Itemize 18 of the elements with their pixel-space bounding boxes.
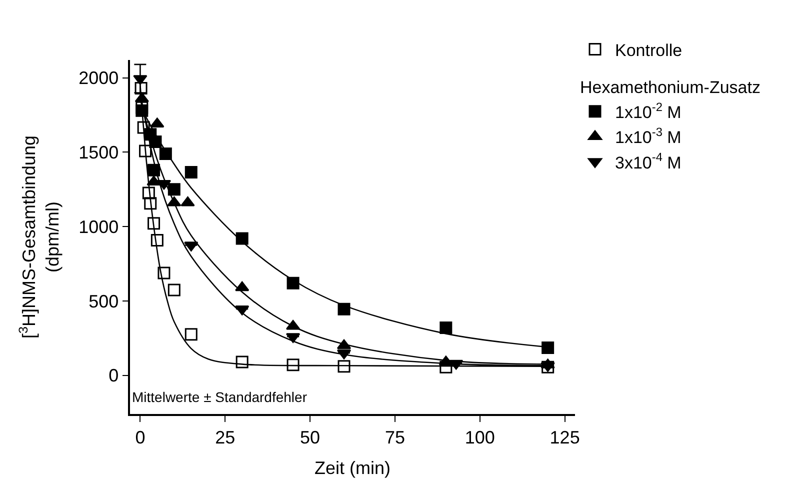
legend-title: Hexamethonium-Zusatz	[580, 78, 760, 97]
legend-label: Kontrolle	[615, 40, 682, 60]
y-tick-label: 1500	[78, 142, 119, 163]
y-tick-label: 1000	[78, 216, 119, 237]
x-tick-label: 0	[135, 427, 146, 448]
y-tick-label: 2000	[78, 68, 119, 88]
legend-label: 1x10$^{-3}$ M	[615, 125, 682, 148]
legend-label: 3x10$^{-4}$ M	[615, 150, 682, 172]
x-tick-label: 100	[464, 427, 495, 448]
y-tick-label: 500	[88, 291, 119, 312]
x-tick-label: 50	[300, 427, 320, 448]
x-tick-label: 75	[384, 427, 405, 448]
x-axis-title: Zeit (min)	[314, 458, 390, 478]
y-tick-label: 0	[108, 366, 119, 386]
legend-label: 1x10$^{-2}$ M	[615, 100, 682, 122]
x-tick-label: 125	[550, 427, 580, 448]
x-tick-label: 25	[215, 427, 236, 448]
annotation: Mittelwerte ± Standardfehler	[132, 389, 308, 405]
